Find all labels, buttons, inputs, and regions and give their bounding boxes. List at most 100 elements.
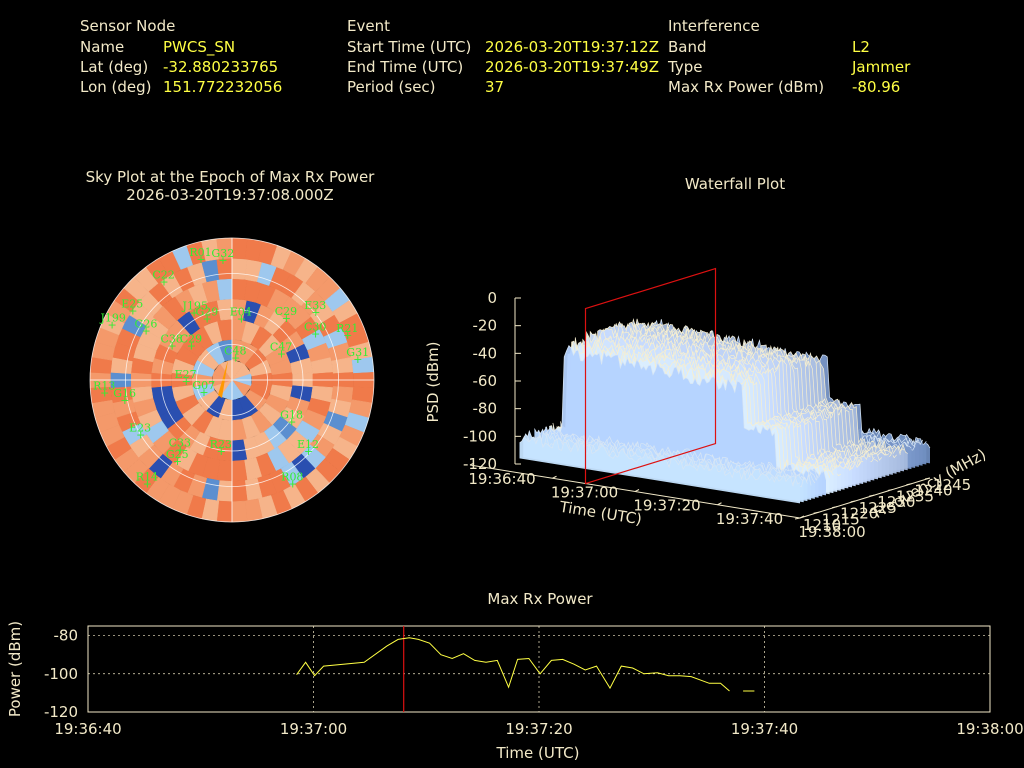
satellite-marker: + (311, 306, 320, 319)
waterfall-ribbon (523, 433, 804, 503)
sky-cell (309, 302, 336, 326)
waterfall-ridge (612, 318, 894, 458)
satellite-marker: + (202, 313, 211, 326)
satellite-label: G26 (135, 318, 158, 331)
sky-cell (251, 372, 273, 388)
freq-tick (794, 517, 801, 520)
satellite-label: J199 (99, 311, 125, 324)
sky-cell (162, 295, 187, 321)
sky-cell (231, 339, 247, 362)
event-start-value: 2026-03-20T19:37:12Z (485, 38, 659, 56)
sky-cell (266, 446, 290, 472)
sky-cell (152, 430, 178, 455)
sky-cell (243, 457, 263, 481)
waterfall-ridge (522, 433, 805, 488)
waterfall-ridge (556, 337, 838, 476)
sky-cell (353, 372, 375, 388)
freq-tick-label: 1245 (933, 476, 971, 494)
sky-cell (115, 411, 141, 433)
sky-cell (244, 389, 268, 412)
waterfall-ridge (597, 322, 879, 463)
sensor-lon-label: Lon (deg) (80, 78, 152, 96)
sky-cell (290, 385, 314, 403)
waterfall-ribbon (541, 427, 823, 497)
interference-type-value: Jammer (852, 58, 911, 76)
sky-cell (205, 395, 226, 419)
sky-cell (174, 288, 198, 314)
sky-cell (257, 241, 278, 265)
satellite-label: C47 (270, 340, 292, 353)
sky-cell (201, 238, 220, 262)
satellite-marker: + (173, 455, 182, 468)
waterfall-ridge (563, 334, 845, 472)
sky-cell (332, 436, 358, 461)
sky-cell (241, 320, 261, 345)
freq-tick-label: 1215 (822, 510, 860, 528)
sky-cell (348, 341, 373, 361)
sky-cell (310, 357, 334, 375)
sky-cell (191, 372, 213, 388)
sky-cell (137, 290, 163, 316)
waterfall-ribbon (623, 323, 904, 472)
power-title: Max Rx Power (487, 590, 593, 608)
sky-cell (317, 314, 343, 338)
sky-cell (249, 383, 273, 401)
sky-cell (216, 237, 233, 260)
sky-cell (166, 319, 192, 344)
waterfall-ridge (604, 323, 886, 460)
interference-band-label: Band (668, 38, 707, 56)
sky-cell (212, 363, 233, 381)
waterfall-ridge (649, 395, 931, 449)
sky-cell (256, 473, 278, 499)
sky-cell (231, 398, 247, 421)
satellite-marker: + (343, 329, 352, 342)
sky-cell (123, 458, 149, 484)
waterfall-ridge (549, 341, 831, 478)
waterfall-ribbon (601, 322, 882, 479)
sky-cell (186, 495, 207, 519)
event-period-value: 37 (485, 78, 505, 96)
jammer-direction-mark (218, 360, 228, 398)
sky-cell (172, 245, 194, 270)
sky-cell (294, 476, 319, 503)
z-tick-label: -100 (463, 427, 497, 445)
interference-power-value: -80.96 (852, 78, 901, 96)
sky-cell (286, 430, 312, 455)
sky-cell (277, 439, 302, 465)
sky-cell (301, 444, 327, 470)
sky-cell (266, 288, 290, 314)
sensor-node-title: Sensor Node (80, 17, 176, 35)
time-tick (552, 475, 557, 479)
sky-cell (253, 303, 276, 329)
sky-heat-cells (89, 237, 375, 523)
sky-cell (265, 394, 290, 415)
sky-cell (191, 410, 214, 435)
sky-cell (269, 384, 293, 402)
waterfall-ridge (586, 325, 868, 467)
sky-cell (249, 359, 273, 377)
satellite-label: C29 (180, 333, 202, 346)
time-tick-label: 19:36:40 (468, 470, 535, 488)
satellite-marker: + (143, 478, 152, 491)
satellite-label: R21 (336, 322, 358, 335)
sky-cell (201, 477, 220, 502)
satellite-marker: + (353, 353, 362, 366)
z-tick-label: -20 (473, 317, 498, 335)
sky-cell (160, 461, 184, 488)
power-series-line (296, 637, 730, 692)
waterfall-ribbon (634, 397, 916, 468)
sky-cell (171, 384, 195, 402)
interference-title: Interference (668, 17, 760, 35)
time-tick-label: 19:37:40 (716, 510, 783, 528)
sky-cell (191, 383, 215, 401)
sky-cell (331, 386, 354, 404)
sky-cell (309, 434, 336, 458)
sky-cell (231, 480, 248, 502)
satellite-marker: + (128, 304, 137, 317)
satellite-marker: + (100, 386, 109, 399)
sky-cell (201, 279, 221, 303)
waterfall-ribbon (638, 397, 919, 467)
sky-cell (290, 357, 314, 375)
sky-cell (244, 238, 263, 262)
